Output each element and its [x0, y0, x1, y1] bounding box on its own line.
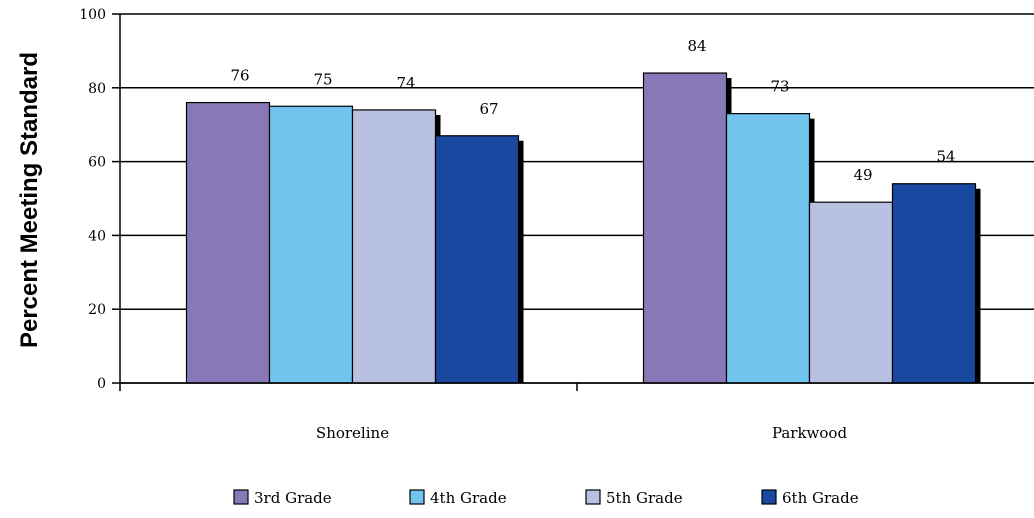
legend-label: 4th Grade [430, 489, 507, 507]
data-label: 73 [770, 78, 789, 96]
data-label: 54 [936, 148, 955, 166]
legend-swatch [233, 489, 249, 505]
data-label: 75 [313, 70, 332, 88]
legend: 3rd Grade 4th Grade 5th Grade 6th Grade [233, 489, 859, 507]
bars [185, 72, 981, 384]
legend-label: 5th Grade [606, 489, 683, 507]
bar [268, 105, 354, 384]
bar [891, 183, 977, 384]
y-axis-label: Percent Meeting Standard [16, 52, 43, 348]
bar [725, 113, 811, 384]
legend-label: 3rd Grade [254, 489, 332, 507]
data-label: 84 [687, 37, 706, 55]
y-tick-label: 40 [88, 228, 106, 244]
axes [112, 13, 1034, 391]
bar [434, 135, 520, 384]
category-label: Parkwood [772, 424, 848, 442]
data-label: 74 [396, 74, 415, 92]
bar [808, 201, 894, 384]
y-tick-label: 100 [79, 7, 106, 23]
y-tick-label: 60 [88, 155, 106, 171]
legend-swatch [585, 489, 601, 505]
data-label: 49 [853, 166, 872, 184]
y-tick-label: 0 [97, 376, 106, 392]
data-label: 76 [230, 67, 249, 85]
labels: 0 20 40 60 80 100 76 75 74 67 Shoreline 84 73 49 54 Par… [79, 7, 955, 442]
legend-swatch [409, 489, 425, 505]
bar [642, 72, 728, 384]
bar [185, 101, 271, 384]
bar [351, 109, 437, 384]
y-tick-label: 20 [88, 302, 106, 318]
category-label: Shoreline [316, 424, 389, 442]
y-tick-label: 80 [88, 81, 106, 97]
legend-swatch [761, 489, 777, 505]
data-label: 67 [479, 100, 498, 118]
legend-label: 6th Grade [782, 489, 859, 507]
